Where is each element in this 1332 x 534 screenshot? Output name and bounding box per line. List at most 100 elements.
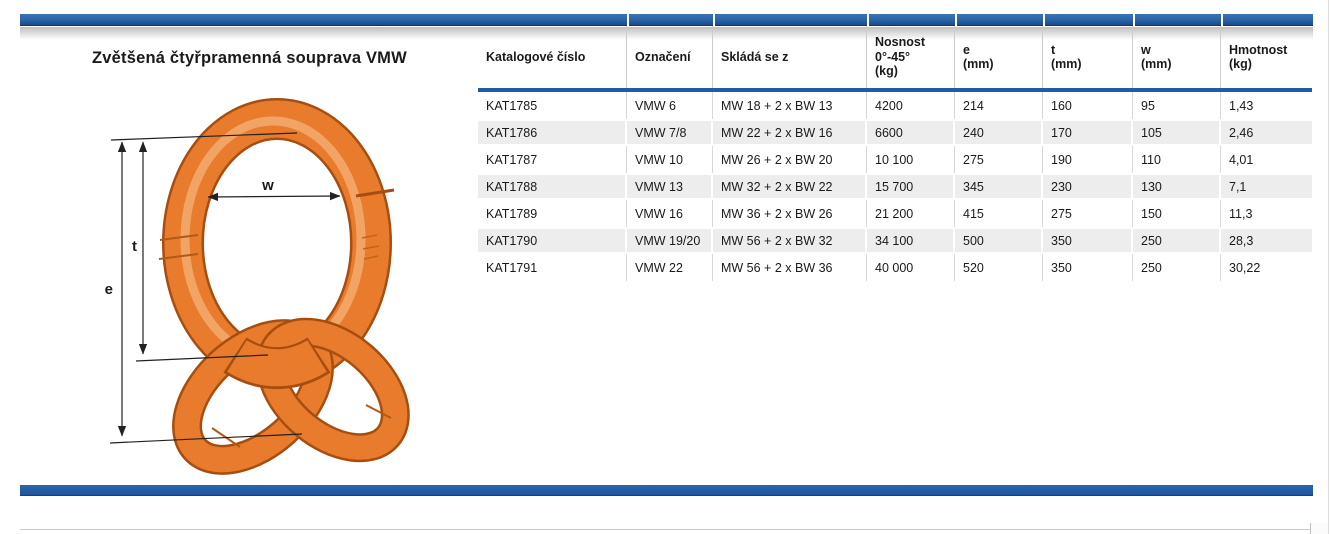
cell-oznaceni: VMW 6 [627, 92, 713, 119]
cell-hmotnost: 2,46 [1221, 119, 1312, 146]
cell-hmotnost: 30,22 [1221, 254, 1312, 281]
column-header-katalogove-cislo: Katalogové číslo [478, 26, 627, 88]
cell-sklada-se-z: MW 26 + 2 x BW 20 [713, 146, 867, 173]
table-row: KAT1785 VMW 6 MW 18 + 2 x BW 13 4200 214… [478, 92, 1312, 119]
cell-katalogove-cislo: KAT1786 [478, 119, 627, 146]
cell-sklada-se-z: MW 36 + 2 x BW 26 [713, 200, 867, 227]
cell-w-mm: 105 [1133, 119, 1221, 146]
cell-sklada-se-z: MW 56 + 2 x BW 32 [713, 227, 867, 254]
cell-oznaceni: VMW 16 [627, 200, 713, 227]
cell-katalogove-cislo: KAT1788 [478, 173, 627, 200]
cell-e-mm: 500 [955, 227, 1043, 254]
master-link-front-segment [223, 337, 331, 389]
column-header-t-mm: t (mm) [1043, 26, 1133, 88]
cell-t-mm: 230 [1043, 173, 1133, 200]
cell-sklada-se-z: MW 56 + 2 x BW 36 [713, 254, 867, 281]
cell-t-mm: 350 [1043, 254, 1133, 281]
cell-katalogove-cislo: KAT1785 [478, 92, 627, 119]
extension-line-top [110, 132, 298, 141]
column-header-nosnost: Nosnost 0°-45° (kg) [867, 26, 955, 88]
cell-hmotnost: 28,3 [1221, 227, 1312, 254]
product-diagram: w t e [105, 98, 410, 475]
header-underline [478, 88, 1312, 92]
sub-link-right-graphic [256, 317, 410, 463]
cell-w-mm: 150 [1133, 200, 1221, 227]
cell-e-mm: 214 [955, 92, 1043, 119]
cell-sklada-se-z: MW 18 + 2 x BW 13 [713, 92, 867, 119]
cell-hmotnost: 1,43 [1221, 92, 1312, 119]
table-row: KAT1786 VMW 7/8 MW 22 + 2 x BW 16 6600 2… [478, 119, 1312, 146]
cell-w-mm: 250 [1133, 254, 1221, 281]
extension-line-t-bottom [135, 354, 269, 362]
table-header-row: Katalogové číslo Označení Skládá se z No… [478, 26, 1312, 88]
dimension-w-arrow [207, 191, 341, 202]
cell-oznaceni: VMW 10 [627, 146, 713, 173]
dimension-lines [109, 132, 341, 444]
cell-katalogove-cislo: KAT1791 [478, 254, 627, 281]
table-row: KAT1791 VMW 22 MW 56 + 2 x BW 36 40 000 … [478, 254, 1312, 281]
next-section-corner [1310, 523, 1329, 534]
bar-notch [1043, 14, 1045, 26]
top-accent-bar [20, 14, 1313, 26]
cell-nosnost: 10 100 [867, 146, 955, 173]
cell-katalogove-cislo: KAT1787 [478, 146, 627, 173]
cell-e-mm: 345 [955, 173, 1043, 200]
dimension-label-e: e [105, 281, 113, 298]
bottom-accent-bar [20, 485, 1313, 496]
bar-notch [955, 14, 957, 26]
cell-e-mm: 275 [955, 146, 1043, 173]
bar-notch [627, 14, 629, 26]
cell-e-mm: 240 [955, 119, 1043, 146]
cell-t-mm: 275 [1043, 200, 1133, 227]
table-row: KAT1790 VMW 19/20 MW 56 + 2 x BW 32 34 1… [478, 227, 1312, 254]
cell-katalogove-cislo: KAT1789 [478, 200, 627, 227]
cell-e-mm: 415 [955, 200, 1043, 227]
dimension-label-t: t [132, 238, 137, 255]
dimension-label-w: w [261, 177, 274, 194]
cell-nosnost: 40 000 [867, 254, 955, 281]
page-title: Zvětšená čtyřpramenná souprava VMW [92, 49, 407, 67]
cell-nosnost: 34 100 [867, 227, 955, 254]
page-right-border [1328, 0, 1329, 534]
cell-w-mm: 250 [1133, 227, 1221, 254]
cell-w-mm: 110 [1133, 146, 1221, 173]
cell-t-mm: 350 [1043, 227, 1133, 254]
cell-katalogove-cislo: KAT1790 [478, 227, 627, 254]
cell-nosnost: 4200 [867, 92, 955, 119]
bar-notch [1133, 14, 1135, 26]
cell-oznaceni: VMW 13 [627, 173, 713, 200]
table-row: KAT1788 VMW 13 MW 32 + 2 x BW 22 15 700 … [478, 173, 1312, 200]
table-body: KAT1785 VMW 6 MW 18 + 2 x BW 13 4200 214… [478, 92, 1312, 281]
cell-e-mm: 520 [955, 254, 1043, 281]
extension-line-e-bottom [109, 433, 303, 444]
table-row: KAT1787 VMW 10 MW 26 + 2 x BW 20 10 100 … [478, 146, 1312, 173]
bar-notch [1221, 14, 1223, 26]
cell-w-mm: 130 [1133, 173, 1221, 200]
cell-oznaceni: VMW 19/20 [627, 227, 713, 254]
table-row: KAT1789 VMW 16 MW 36 + 2 x BW 26 21 200 … [478, 200, 1312, 227]
bar-notch [713, 14, 715, 26]
cell-sklada-se-z: MW 32 + 2 x BW 22 [713, 173, 867, 200]
cell-w-mm: 95 [1133, 92, 1221, 119]
bottom-divider [20, 529, 1310, 530]
product-table: Katalogové číslo Označení Skládá se z No… [478, 26, 1312, 281]
cell-t-mm: 170 [1043, 119, 1133, 146]
cell-hmotnost: 11,3 [1221, 200, 1312, 227]
cell-hmotnost: 4,01 [1221, 146, 1312, 173]
cell-oznaceni: VMW 22 [627, 254, 713, 281]
cell-t-mm: 190 [1043, 146, 1133, 173]
cell-nosnost: 15 700 [867, 173, 955, 200]
cell-t-mm: 160 [1043, 92, 1133, 119]
cell-sklada-se-z: MW 22 + 2 x BW 16 [713, 119, 867, 146]
column-header-oznaceni: Označení [627, 26, 713, 88]
column-header-hmotnost: Hmotnost (kg) [1229, 42, 1288, 72]
cell-nosnost: 6600 [867, 119, 955, 146]
column-header-e-mm: e (mm) [955, 26, 1043, 88]
cell-hmotnost: 7,1 [1221, 173, 1312, 200]
cell-oznaceni: VMW 7/8 [627, 119, 713, 146]
bar-notch [867, 14, 869, 26]
column-header-w-mm: w (mm) [1133, 26, 1221, 88]
column-header-sklada-se-z: Skládá se z [713, 26, 867, 88]
bar-drop-shadow [20, 27, 1313, 40]
